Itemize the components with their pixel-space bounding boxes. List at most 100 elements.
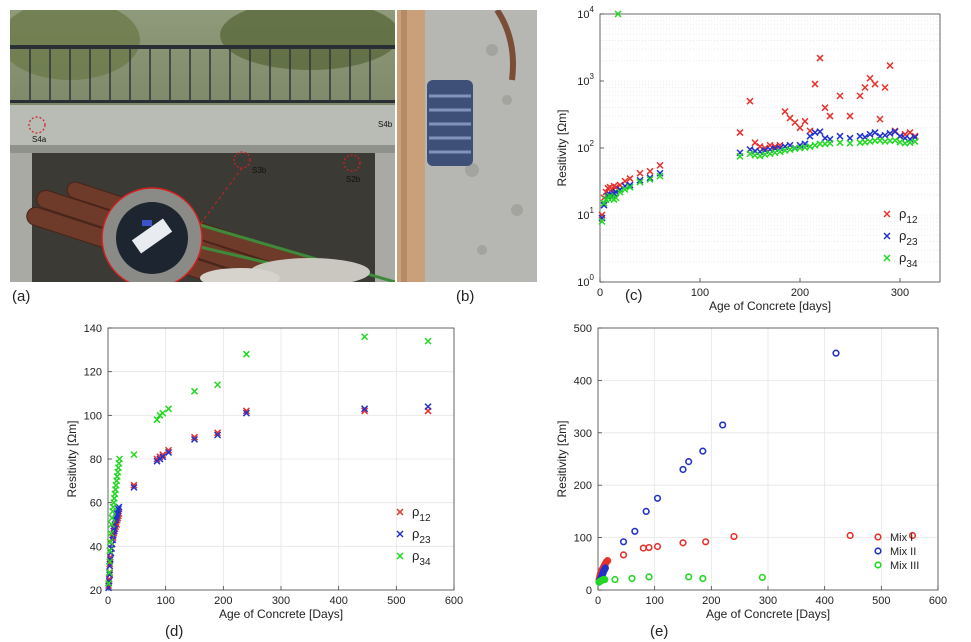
y-tick-label: 101 [577,206,594,222]
data-point [861,83,869,92]
data-point [130,481,138,489]
chart-c-panel: 0 100 200 300 100 101 102 103 104 Age of Concrete… [545,4,969,318]
site-label-s4b: S4b [378,120,393,129]
data-point [165,405,173,413]
data-point [746,97,754,105]
x-tick-label: 500 [387,595,405,607]
data-point [106,571,114,579]
data-point [600,199,608,207]
legend-label: Mix I [890,532,913,544]
data-point [786,114,794,122]
data-point [883,254,891,262]
data-point [608,185,616,194]
data-point [107,520,115,529]
data-point [796,144,804,152]
data-point [891,136,899,144]
data-point [685,458,693,466]
legend: ρ12 ρ23 ρ34 [396,504,431,568]
data-point [214,431,222,439]
legend-label: Mix III [890,560,919,572]
data-point [826,112,834,120]
data-point [656,169,664,177]
data-point [886,129,894,137]
data-point [730,532,738,541]
data-point [806,132,814,140]
data-point [866,130,874,138]
panel-label-e: (e) [650,623,669,640]
data-point [806,127,814,135]
data-point [396,530,404,538]
panel-label-a: (a) [12,288,31,305]
data-point [153,416,161,424]
data-point [908,531,917,540]
data-point [906,139,914,147]
y-tick-label: 300 [574,428,592,440]
data-point [646,174,654,182]
series-3 [598,10,919,226]
data-point [886,62,894,70]
y-tick-label: 60 [90,498,102,510]
data-point [105,569,113,577]
data-point [159,409,167,417]
y-tick-label: 80 [90,454,102,466]
data-point [883,232,891,240]
site-label-s2b: S2b [346,175,361,184]
data-point [653,494,662,502]
y-axis-label: Resitivity [Ωm] [555,421,569,498]
sensor-marker-s2b [343,154,361,172]
data-point [811,129,819,137]
data-point [116,455,124,463]
data-point [758,573,766,582]
data-point [846,112,854,120]
x-tick-label: 300 [891,287,909,299]
data-point [214,429,222,437]
data-point [786,145,794,154]
x-tick-label: 400 [815,595,833,607]
data-point [806,143,814,151]
x-tick-label: 100 [645,595,663,607]
data-point [746,150,754,158]
data-point [883,210,891,218]
data-point [107,529,115,537]
data-point [826,139,834,147]
data-point [761,144,769,152]
data-point [361,405,369,413]
data-point [108,514,116,522]
data-point [881,131,889,139]
data-point [626,175,634,183]
data-point [616,188,624,196]
data-point [114,505,122,513]
data-point [886,137,894,145]
data-point [159,451,167,459]
data-point [791,118,799,127]
data-point [636,176,644,184]
data-point [871,129,879,137]
data-point [600,201,608,209]
data-point [801,143,809,151]
data-point [761,150,769,159]
data-point [881,137,889,146]
data-point [602,558,611,566]
data-point [821,140,829,148]
legend: Mix I Mix II Mix III [874,532,919,572]
series-1 [105,407,432,590]
series-2 [105,403,432,592]
data-point [751,139,759,147]
data-point [115,503,123,511]
data-point [653,542,662,551]
data-point [621,185,629,194]
x-tick-label: 200 [791,287,809,299]
y-tick-label: 200 [574,480,592,492]
data-point [876,115,884,123]
data-point [214,381,222,389]
data-point [801,117,809,125]
data-point [874,533,882,541]
data-point [866,74,874,82]
data-point [796,141,804,149]
data-point [811,141,819,149]
data-point [679,539,687,547]
legend: ρ12 ρ23 ρ34 [883,206,918,270]
data-point [876,136,884,144]
y-tick-label: 120 [84,367,102,379]
